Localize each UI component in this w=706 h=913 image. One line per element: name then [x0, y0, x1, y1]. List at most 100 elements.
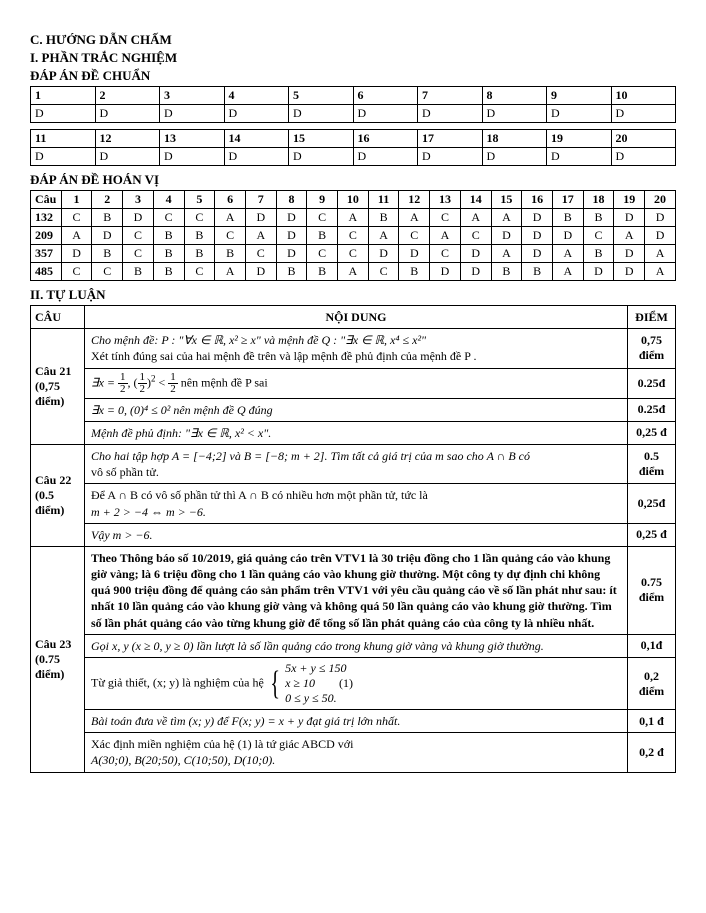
perm-cell: B: [123, 263, 154, 281]
answer-cell: D: [31, 148, 96, 166]
perm-cell: D: [245, 263, 276, 281]
perm-cell: B: [368, 209, 399, 227]
perm-cell: C: [123, 227, 154, 245]
perm-cell: 357: [31, 245, 62, 263]
perm-cell: A: [338, 209, 369, 227]
perm-cell: B: [522, 263, 553, 281]
perm-cell: D: [491, 227, 522, 245]
answer-cell: 8: [482, 87, 547, 105]
perm-cell: B: [491, 263, 522, 281]
perm-header-cell: 7: [245, 191, 276, 209]
perm-cell: B: [399, 263, 430, 281]
perm-cell: A: [645, 263, 676, 281]
perm-cell: C: [184, 263, 215, 281]
answer-cell: D: [31, 105, 96, 123]
perm-header-cell: 8: [276, 191, 307, 209]
answer-cell: D: [547, 105, 612, 123]
answer-cell: 1: [31, 87, 96, 105]
perm-header-cell: 17: [552, 191, 583, 209]
answer-cell: 17: [418, 130, 483, 148]
q23-label: Câu 23 (0.75 điểm): [31, 546, 85, 772]
perm-cell: D: [276, 227, 307, 245]
perm-cell: A: [399, 209, 430, 227]
perm-cell: B: [552, 209, 583, 227]
perm-cell: C: [430, 245, 461, 263]
heading-dap-an-chuan: ĐÁP ÁN ĐỀ CHUẨN: [30, 68, 676, 84]
answer-cell: 11: [31, 130, 96, 148]
perm-cell: B: [215, 245, 246, 263]
perm-cell: A: [614, 227, 645, 245]
q23-r4: Bài toán đưa về tìm (x; y) để F(x; y) = …: [85, 710, 628, 733]
perm-cell: D: [522, 209, 553, 227]
answer-cell: D: [418, 105, 483, 123]
perm-header-cell: 3: [123, 191, 154, 209]
answer-cell: D: [611, 148, 676, 166]
q21-r1-pt: 0,75 điểm: [628, 329, 676, 368]
answer-cell: 6: [353, 87, 418, 105]
answer-cell: 7: [418, 87, 483, 105]
perm-header-cell: 16: [522, 191, 553, 209]
perm-header-cell: 5: [184, 191, 215, 209]
perm-header-cell: 11: [368, 191, 399, 209]
q22-r3: Vậy m > −6.: [85, 523, 628, 546]
perm-cell: C: [61, 263, 92, 281]
perm-cell: C: [583, 227, 614, 245]
perm-cell: 485: [31, 263, 62, 281]
q21-r3: ∃x = 0, (0)⁴ ≤ 0² nên mệnh đề Q đúng: [85, 398, 628, 421]
perm-cell: D: [276, 209, 307, 227]
perm-cell: A: [338, 263, 369, 281]
q23-r5: Xác định miền nghiệm của hệ (1) là tứ gi…: [85, 733, 628, 772]
perm-cell: D: [276, 245, 307, 263]
answer-cell: 10: [611, 87, 676, 105]
answer-cell: 13: [160, 130, 225, 148]
perm-cell: C: [368, 263, 399, 281]
perm-header-cell: 20: [645, 191, 676, 209]
answer-cell: 4: [224, 87, 289, 105]
q21-r1: Cho mệnh đề: P : "∀x ∈ ℝ, x² ≥ x" và mện…: [85, 329, 628, 368]
perm-header-cell: 14: [460, 191, 491, 209]
perm-cell: C: [399, 227, 430, 245]
answer-table-2: 11121314151617181920 DDDDDDDDDD: [30, 129, 676, 166]
q23-r4-pt: 0,1 đ: [628, 710, 676, 733]
perm-cell: C: [307, 209, 338, 227]
perm-cell: B: [307, 263, 338, 281]
perm-cell: B: [153, 227, 184, 245]
answer-cell: 9: [547, 87, 612, 105]
perm-header-cell: 12: [399, 191, 430, 209]
answer-cell: D: [611, 105, 676, 123]
answer-cell: D: [224, 148, 289, 166]
perm-cell: C: [338, 245, 369, 263]
q22-r2: Để A ∩ B có vô số phần tử thì A ∩ B có n…: [85, 484, 628, 523]
answer-cell: 3: [160, 87, 225, 105]
q21-label: Câu 21 (0,75 điểm): [31, 329, 85, 445]
perm-cell: C: [61, 209, 92, 227]
perm-cell: B: [184, 227, 215, 245]
q21-r4-pt: 0,25 đ: [628, 421, 676, 444]
perm-cell: D: [92, 227, 123, 245]
perm-header-cell: 4: [153, 191, 184, 209]
perm-cell: D: [522, 245, 553, 263]
permutation-table: Câu1234567891011121314151617181920 132CB…: [30, 190, 676, 281]
perm-cell: C: [460, 227, 491, 245]
answer-cell: 14: [224, 130, 289, 148]
answer-cell: 16: [353, 130, 418, 148]
perm-cell: A: [491, 245, 522, 263]
perm-cell: C: [245, 245, 276, 263]
q21-r3-pt: 0.25đ: [628, 398, 676, 421]
q21-r2-pt: 0.25đ: [628, 368, 676, 398]
perm-cell: D: [61, 245, 92, 263]
answer-cell: 2: [95, 87, 160, 105]
q23-r2-pt: 0,1đ: [628, 634, 676, 657]
answer-cell: 5: [289, 87, 354, 105]
perm-cell: C: [123, 245, 154, 263]
perm-header-cell: 18: [583, 191, 614, 209]
q21-r4: Mệnh đề phủ định: "∃x ∈ ℝ, x² < x".: [85, 421, 628, 444]
q23-r3: Từ giả thiết, (x; y) là nghiệm của hệ { …: [85, 658, 628, 710]
answer-cell: 18: [482, 130, 547, 148]
perm-header-cell: 2: [92, 191, 123, 209]
heading-dap-an-hoan-vi: ĐÁP ÁN ĐỀ HOÁN VỊ: [30, 172, 676, 188]
perm-cell: D: [614, 263, 645, 281]
heading-trac-nghiem: I. PHẦN TRẮC NGHIỆM: [30, 50, 676, 66]
answer-cell: D: [482, 105, 547, 123]
perm-cell: D: [368, 245, 399, 263]
